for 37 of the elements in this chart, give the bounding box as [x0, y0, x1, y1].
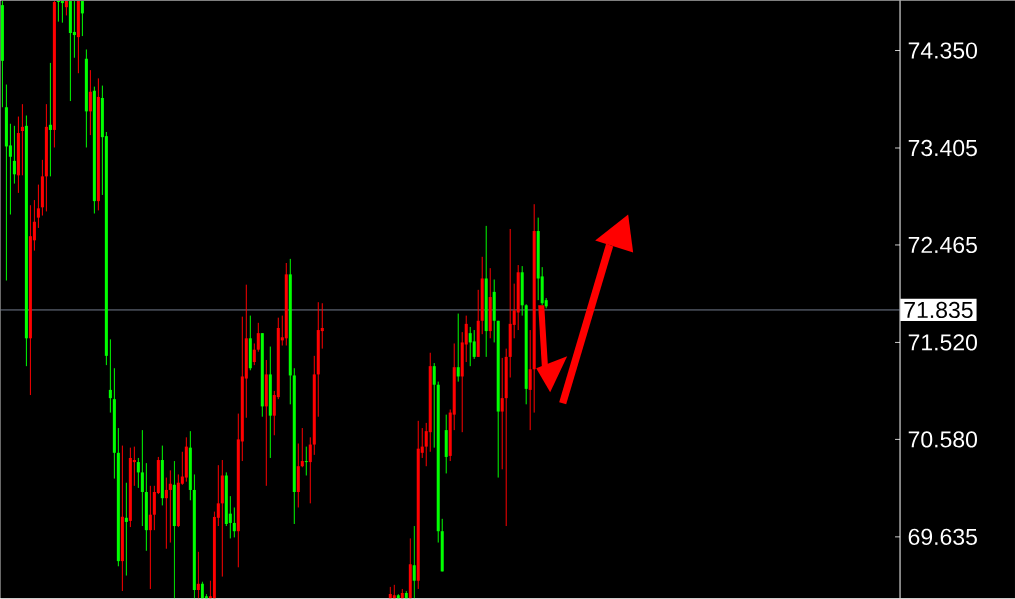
y-tick-label: 73.405 [908, 139, 977, 157]
candlestick [500, 357, 504, 470]
candlestick [456, 313, 460, 383]
candlestick [168, 469, 172, 544]
y-tick-label: 70.580 [908, 431, 977, 448]
candlestick [432, 362, 436, 449]
candlestick [140, 429, 144, 527]
candlestick [88, 69, 92, 136]
candlestick [196, 551, 200, 599]
candlestick [60, 0, 64, 24]
candlestick [108, 338, 112, 414]
candlestick [164, 477, 168, 550]
candlestick [300, 427, 304, 468]
candlestick [48, 62, 52, 177]
candlestick [308, 436, 312, 504]
y-tick-label: 69.635 [908, 528, 977, 546]
candlestick [124, 482, 128, 577]
candlestick [256, 322, 260, 353]
candlestick [252, 343, 256, 366]
candlestick [148, 485, 152, 590]
candlestick [136, 457, 140, 489]
candlestick [20, 103, 24, 176]
candlestick [56, 0, 60, 23]
candlestick [80, 0, 84, 37]
candlestick [304, 446, 308, 477]
candlestick [528, 329, 532, 431]
candlestick [36, 184, 40, 229]
candlestick [12, 125, 16, 185]
y-tick-label: 71.520 [908, 334, 977, 351]
candlestick [232, 507, 236, 539]
candlestick [468, 326, 472, 367]
candlestick [72, 0, 76, 59]
y-tick-label: 74.350 [908, 42, 977, 59]
y-tick-label: 72.465 [908, 236, 977, 254]
ref-line-label: 71.835 [904, 301, 973, 319]
candlestick [412, 525, 416, 599]
candlestick [472, 329, 476, 360]
